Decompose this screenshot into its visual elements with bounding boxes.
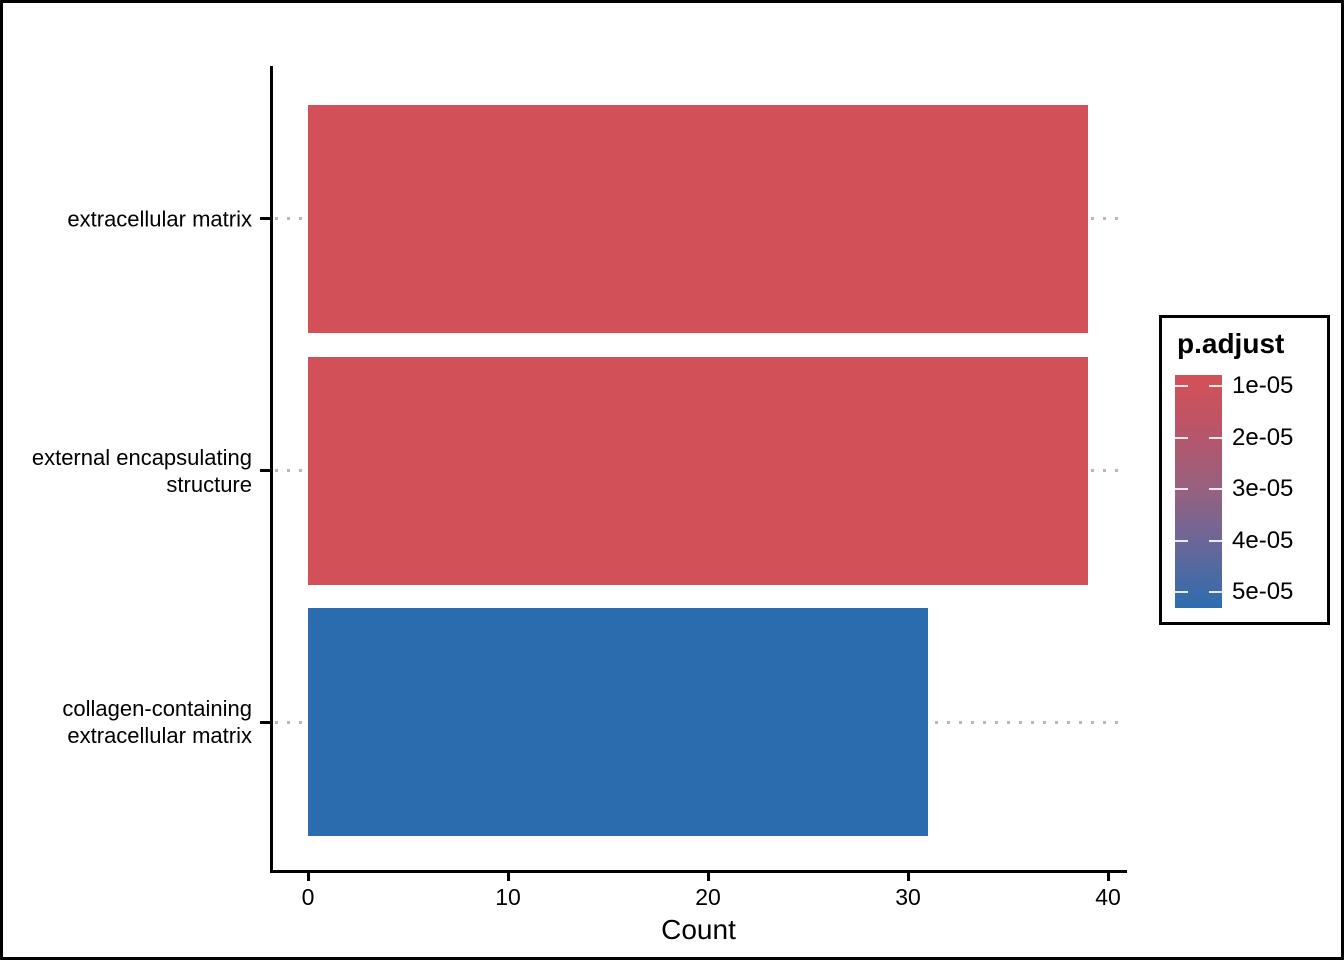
legend-tick-label-4: 5e-05 bbox=[1232, 578, 1294, 605]
colorbar-tick bbox=[1209, 539, 1222, 542]
bar-1 bbox=[308, 356, 1088, 585]
x-tick-label-0: 0 bbox=[301, 884, 315, 910]
y-axis-label-1: external encapsulating structure bbox=[31, 444, 252, 497]
legend: p.adjust 1e-05 2e-05 3e-05 4e-05 5e-05 bbox=[1159, 315, 1330, 625]
x-tick-40 bbox=[1106, 873, 1110, 881]
legend-title: p.adjust bbox=[1177, 328, 1285, 359]
colorbar-tick bbox=[1209, 591, 1222, 593]
x-tick-label-20: 20 bbox=[695, 884, 721, 910]
colorbar-tick bbox=[1175, 488, 1188, 490]
y-tick-1 bbox=[260, 469, 270, 472]
bar-2 bbox=[308, 608, 928, 836]
colorbar-tick bbox=[1175, 539, 1188, 542]
colorbar-tick bbox=[1209, 488, 1222, 490]
legend-colorbar bbox=[1175, 375, 1222, 608]
x-axis-title: Count bbox=[661, 914, 736, 945]
x-tick-label-30: 30 bbox=[895, 884, 921, 910]
y-tick-0 bbox=[260, 217, 270, 220]
colorbar-tick bbox=[1209, 436, 1222, 439]
x-tick-20 bbox=[706, 873, 710, 881]
x-tick-10 bbox=[506, 873, 510, 881]
bar-0 bbox=[308, 104, 1088, 333]
x-tick-label-10: 10 bbox=[495, 884, 521, 910]
plot-panel bbox=[270, 66, 1127, 873]
y-axis-label-2: collagen-containing extracellular matrix bbox=[62, 696, 252, 748]
colorbar-tick bbox=[1175, 436, 1188, 439]
colorbar-tick bbox=[1175, 385, 1188, 387]
legend-tick-label-2: 3e-05 bbox=[1232, 475, 1294, 502]
x-tick-label-40: 40 bbox=[1095, 884, 1121, 910]
colorbar-tick bbox=[1209, 385, 1222, 387]
x-tick-30 bbox=[906, 873, 910, 881]
x-tick-0 bbox=[306, 873, 310, 881]
legend-tick-label-0: 1e-05 bbox=[1232, 372, 1294, 399]
legend-tick-label-3: 4e-05 bbox=[1232, 526, 1294, 554]
y-tick-2 bbox=[260, 720, 270, 724]
legend-tick-label-1: 2e-05 bbox=[1232, 423, 1294, 451]
colorbar-tick bbox=[1175, 591, 1188, 593]
y-axis-label-0: extracellular matrix bbox=[67, 206, 252, 231]
